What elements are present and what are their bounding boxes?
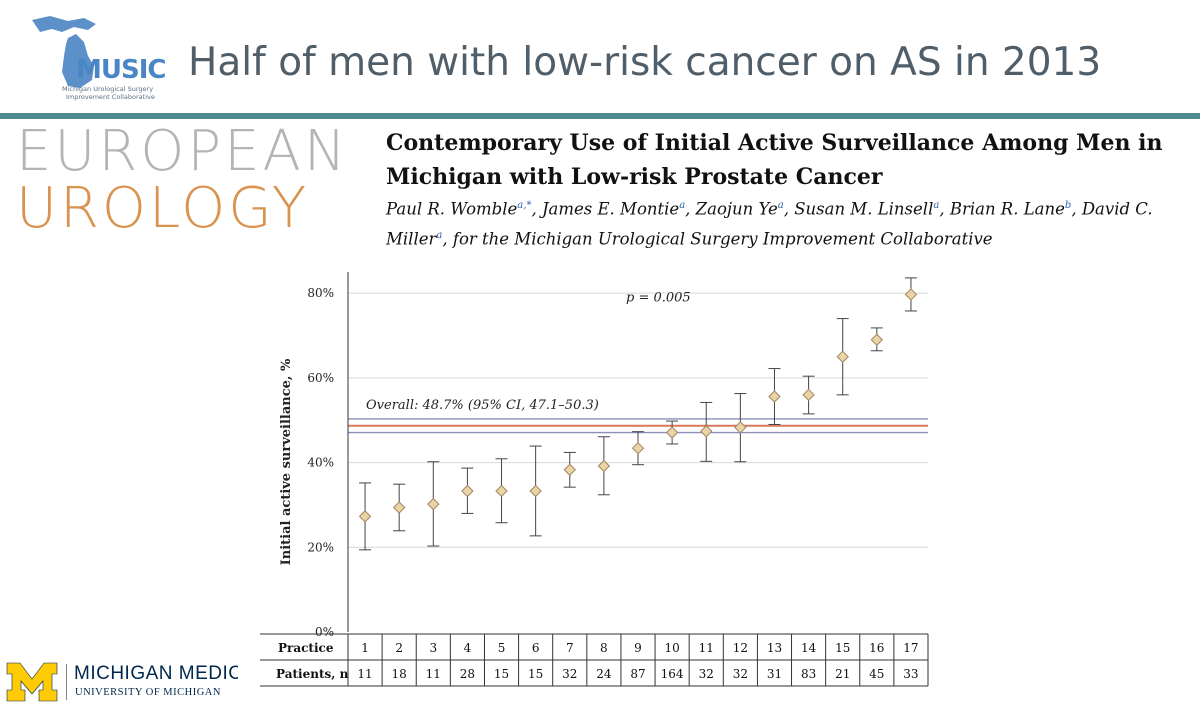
practice-cell: 14 xyxy=(801,641,817,655)
author-name: Zaojun Ye xyxy=(695,199,778,219)
patients-cell: 83 xyxy=(801,667,816,681)
michigan-medicine-name: MICHIGAN MEDICINE xyxy=(74,663,238,684)
author-affiliation: b xyxy=(1064,200,1072,211)
data-point-marker xyxy=(529,484,542,498)
data-point-marker xyxy=(461,484,474,498)
overall-reference: Overall: 48.7% (95% CI, 47.1–50.3) p = 0.… xyxy=(348,291,928,434)
overall-label: Overall: 48.7% (95% CI, 47.1–50.3) xyxy=(366,398,599,413)
surveillance-chart: Overall: 48.7% (95% CI, 47.1–50.3) p = 0.… xyxy=(260,272,929,687)
grid-lines xyxy=(348,292,928,548)
author-affiliation: a xyxy=(679,200,686,211)
practice-cell: 3 xyxy=(429,641,437,655)
axes: 0% 20% 40% 60% 80% Initial active surveillanc… xyxy=(279,272,349,639)
music-subtitle-line1: Michigan Urological Surgery xyxy=(62,85,153,93)
patients-cell: 164 xyxy=(661,667,684,681)
data-point-marker xyxy=(392,501,406,514)
michigan-block-m-icon xyxy=(6,662,58,702)
michigan-map-icon xyxy=(32,16,96,88)
patients-cell: 18 xyxy=(392,667,407,681)
data-point-marker xyxy=(904,288,918,301)
author-affiliation: a xyxy=(436,229,443,241)
data-point-marker xyxy=(836,350,849,363)
data-point-marker xyxy=(358,510,372,523)
data-point-marker xyxy=(563,463,576,476)
author-name: James E. Montie xyxy=(541,199,680,219)
data-point-marker xyxy=(700,425,713,438)
data-point-marker xyxy=(870,333,884,346)
paper-authors: Paul R. Womblea,*, James E. Montiea, Zao… xyxy=(386,199,1153,249)
practice-cell: 12 xyxy=(733,641,748,655)
practice-cell: 11 xyxy=(699,641,714,655)
practice-cell: 5 xyxy=(498,641,506,655)
data-point-marker xyxy=(768,390,781,403)
y-tick-label: 80% xyxy=(307,286,334,300)
practice-cell: 9 xyxy=(634,641,642,655)
patients-cell: 15 xyxy=(528,667,543,681)
patients-cell: 28 xyxy=(460,667,475,681)
patients-cell: 45 xyxy=(869,667,884,681)
practice-cell: 10 xyxy=(664,641,679,655)
practice-cell: 4 xyxy=(464,641,472,655)
footer-separator xyxy=(66,664,67,700)
patients-cell: 21 xyxy=(835,667,850,681)
journal-logo-european: EUROPEAN xyxy=(16,119,349,184)
patients-cell: 32 xyxy=(699,667,714,681)
practice-cell: 17 xyxy=(903,641,918,655)
author-name: David C. Miller xyxy=(386,199,1153,249)
author-affiliation: a xyxy=(933,200,940,211)
patients-cell: 15 xyxy=(494,667,509,681)
data-point-marker xyxy=(495,484,508,498)
patients-cell: 31 xyxy=(767,667,782,681)
data-point-marker xyxy=(802,388,815,402)
journal-logo-urology: UROLOGY xyxy=(16,176,310,241)
practice-cell: 7 xyxy=(566,641,574,655)
data-point-marker xyxy=(427,497,440,511)
patients-cell: 32 xyxy=(733,667,748,681)
practice-cell: 1 xyxy=(361,641,369,655)
y-axis-label: Initial active surveillance, % xyxy=(279,358,294,565)
practice-cell: 2 xyxy=(395,641,403,655)
y-tick-label: 0% xyxy=(315,625,334,639)
author-affiliation: a,* xyxy=(517,200,532,211)
patients-cell: 32 xyxy=(562,667,577,681)
data-point-marker xyxy=(631,441,645,455)
paper-title: Contemporary Use of Initial Active Surve… xyxy=(386,130,1163,190)
header-divider xyxy=(0,113,1200,119)
y-tick-label: 40% xyxy=(307,456,334,470)
data-point-marker xyxy=(734,421,747,434)
slide-title: Half of men with low-risk cancer on AS i… xyxy=(188,40,1102,85)
author-name: Paul R. Womble xyxy=(386,199,518,219)
data-marks xyxy=(358,277,918,551)
patients-cell: 11 xyxy=(357,667,372,681)
patients-cell: 87 xyxy=(630,667,645,681)
data-point-marker xyxy=(665,426,679,439)
y-tick-label: 20% xyxy=(307,540,334,554)
patients-cell: 11 xyxy=(426,667,441,681)
practice-cell: 15 xyxy=(835,641,850,655)
music-logo: MUSIC Michigan Urological Surgery Improv… xyxy=(32,16,166,101)
table-row-label-practice: Practice xyxy=(278,641,334,655)
author-name: Brian R. Lane xyxy=(949,199,1065,219)
music-logo-text: MUSIC xyxy=(76,55,165,85)
author-name: Susan M. Linsell xyxy=(794,199,934,219)
data-point-marker xyxy=(597,459,611,473)
table-row-label-patients: Patients, n xyxy=(276,667,349,681)
patients-cell: 24 xyxy=(596,667,612,681)
author-affiliation: a xyxy=(777,200,784,211)
music-subtitle-line2: Improvement Collaborative xyxy=(66,93,155,101)
practice-cell: 8 xyxy=(600,641,608,655)
practice-cell: 16 xyxy=(869,641,884,655)
p-value-annotation: p = 0.005 xyxy=(626,291,691,306)
practice-cell: 6 xyxy=(532,641,540,655)
university-of-michigan-name: UNIVERSITY OF MICHIGAN xyxy=(75,687,221,698)
author-suffix: for the Michigan Urological Surgery Impr… xyxy=(452,229,993,248)
practice-cell: 13 xyxy=(767,641,782,655)
y-tick-label: 60% xyxy=(307,371,334,385)
patients-cell: 33 xyxy=(903,667,918,681)
